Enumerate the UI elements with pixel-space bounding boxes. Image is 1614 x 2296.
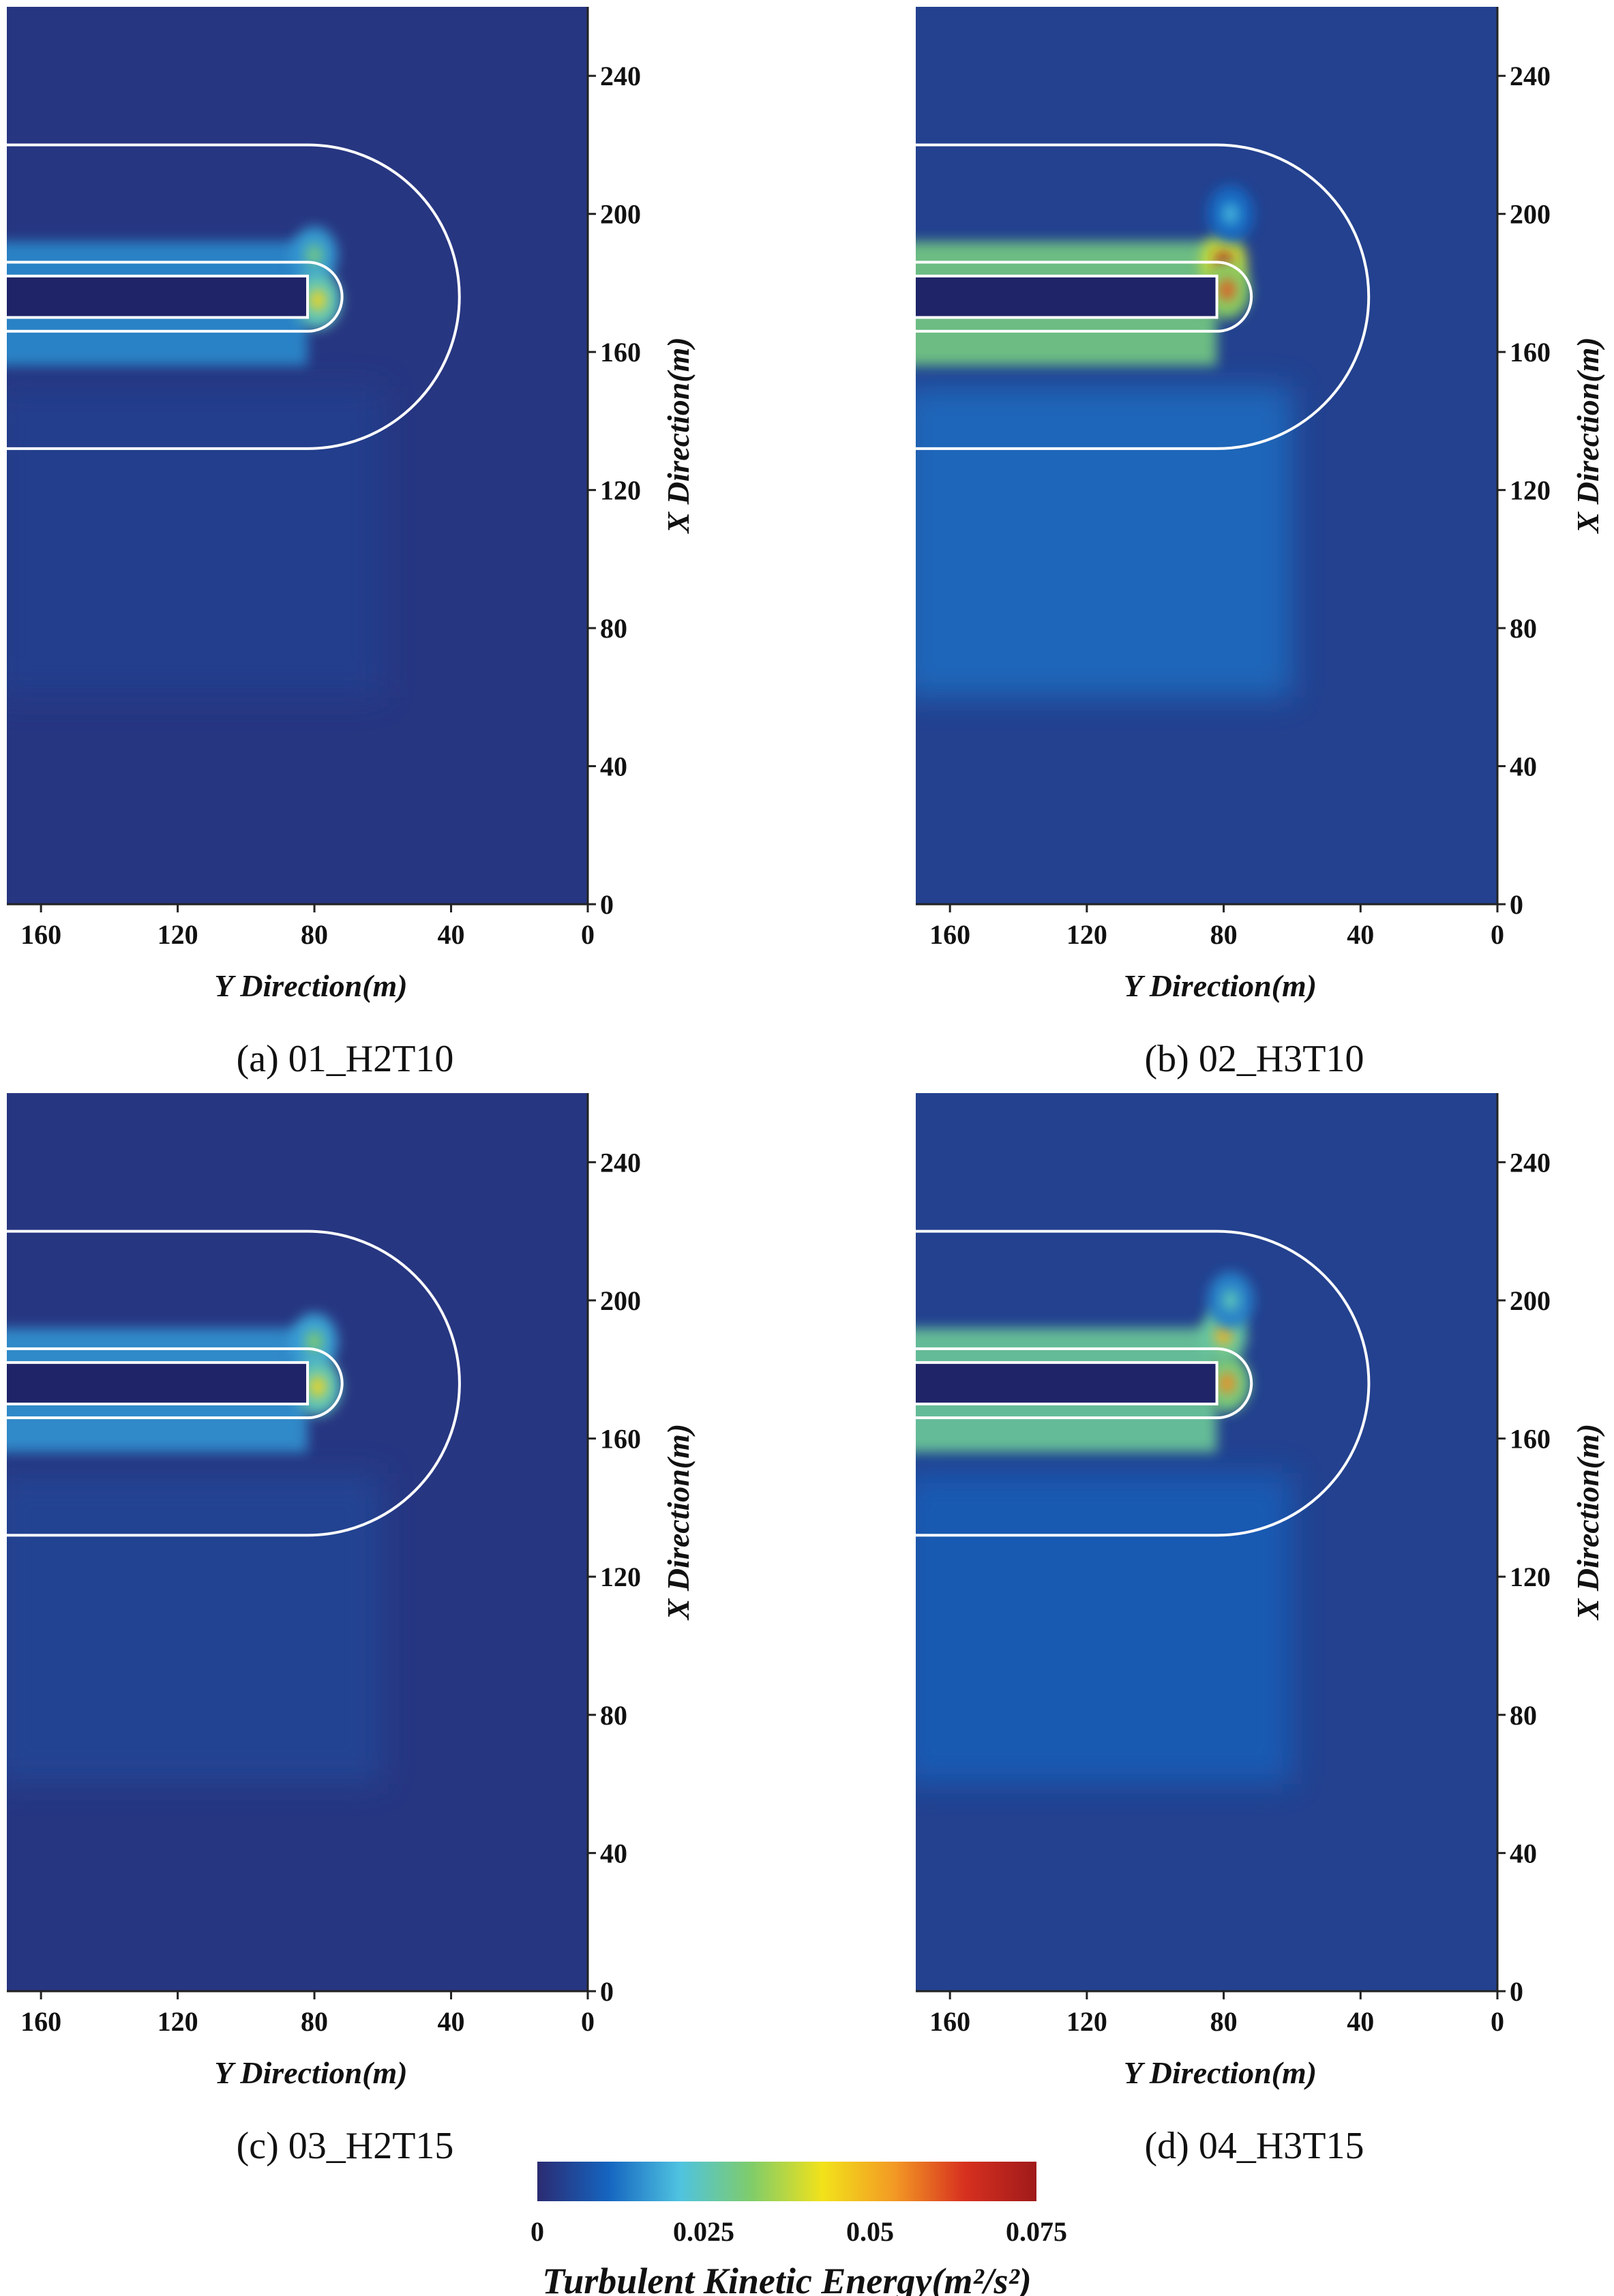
tke-lower-band	[7, 386, 383, 698]
x-tick-label: 80	[301, 919, 328, 950]
y-axis-title: X Direction(m)	[1570, 1424, 1605, 1621]
y-tick-label: 240	[600, 1147, 641, 1178]
colorbar-title: Turbulent Kinetic Energy(m²/s²)	[542, 2261, 1031, 2296]
y-tick-label: 40	[1510, 1838, 1537, 1868]
y-tick-label: 40	[1510, 751, 1537, 782]
y-tick-label: 240	[1510, 61, 1551, 91]
y-tick-label: 0	[1510, 889, 1523, 920]
x-tick-label: 160	[929, 919, 970, 950]
colorbar-tick-label: 0.05	[846, 2216, 894, 2247]
tke-field	[7, 1093, 588, 1991]
tke-hotspot	[306, 1330, 323, 1353]
colorbar-gradient	[537, 2162, 1036, 2201]
y-tick-label: 200	[600, 199, 641, 230]
y-axis-title: X Direction(m)	[661, 1424, 696, 1621]
colorbar: 0 0.025 0.05 0.075 Turbulent Kinetic Energy…	[530, 2162, 1067, 2296]
y-tick-label: 240	[600, 61, 641, 91]
inner-boundary-outline	[916, 1347, 1253, 1420]
outer-boundary-outline	[916, 143, 1370, 450]
tke-lower-band	[916, 386, 1292, 698]
y-tick-label: 160	[1510, 337, 1551, 368]
tke-lower-band	[7, 1473, 383, 1785]
x-tick-label: 40	[1347, 2006, 1374, 2037]
y-tick-label: 40	[600, 1838, 627, 1868]
x-tick-label: 40	[1347, 919, 1374, 950]
x-axis-title: Y Direction(m)	[1124, 968, 1317, 1003]
colorbar-tick-label: 0.075	[1006, 2216, 1067, 2247]
breakwater-structure	[916, 1361, 1219, 1405]
x-axis-title: Y Direction(m)	[1124, 2055, 1317, 2090]
x-tick-label: 80	[1210, 919, 1238, 950]
x-tick-label: 160	[20, 919, 61, 950]
colorbar-tick-label: 0	[530, 2216, 544, 2247]
panel-caption: (c) 03_H2T15	[237, 2125, 454, 2167]
y-tick-label: 120	[600, 475, 641, 506]
x-tick-label: 160	[20, 2006, 61, 2037]
y-tick-label: 240	[1510, 1147, 1551, 1178]
y-tick-label: 120	[1510, 475, 1551, 506]
y-tick-label: 80	[1510, 613, 1537, 644]
inner-boundary-outline	[7, 260, 344, 333]
y-tick-label: 200	[600, 1285, 641, 1316]
tke-hotspot	[1219, 1372, 1236, 1395]
x-tick-label: 120	[1066, 919, 1107, 950]
tke-hotspot	[1219, 279, 1236, 301]
tke-hotspot	[306, 244, 323, 267]
x-axis-title: Y Direction(m)	[214, 2055, 407, 2090]
heatmap-panel-1: 160 120 80 40 00 40 80 120 160 200 240 Y Direction(…	[7, 7, 696, 1080]
y-tick-label: 160	[1510, 1424, 1551, 1455]
x-tick-label: 80	[1210, 2006, 1238, 2037]
tke-lower-band	[916, 1473, 1292, 1785]
y-tick-label: 160	[600, 1424, 641, 1455]
tke-field	[7, 7, 588, 904]
x-tick-label: 120	[158, 919, 198, 950]
tke-field	[916, 1093, 1497, 1991]
inner-boundary-outline	[7, 1347, 344, 1420]
heatmap-panel-4: 160 120 80 40 00 40 80 120 160 200 240 Y Direction(…	[916, 1093, 1605, 2167]
x-tick-label: 0	[581, 919, 595, 950]
y-tick-label: 80	[600, 1700, 627, 1731]
y-tick-label: 0	[600, 1976, 614, 2007]
y-tick-label: 80	[1510, 1700, 1537, 1731]
y-tick-label: 200	[1510, 1285, 1551, 1316]
x-tick-label: 40	[438, 919, 465, 950]
tke-hotspot	[1222, 203, 1239, 225]
panel-caption: (a) 01_H2T10	[237, 1038, 454, 1080]
heatmap-panel-3: 160 120 80 40 00 40 80 120 160 200 240 Y Direction(…	[7, 1093, 696, 2167]
y-tick-label: 0	[1510, 1976, 1523, 2007]
y-axis-title: X Direction(m)	[1570, 337, 1605, 534]
breakwater-structure	[7, 1361, 310, 1405]
x-tick-label: 120	[1066, 2006, 1107, 2037]
panel-caption: (d) 04_H3T15	[1145, 2125, 1364, 2167]
heatmap-panel-2: 160 120 80 40 00 40 80 120 160 200 240 Y Direction(…	[916, 7, 1605, 1080]
colorbar-tick-label: 0.025	[673, 2216, 734, 2247]
x-tick-label: 0	[1491, 919, 1504, 950]
panel-caption: (b) 02_H3T10	[1145, 1038, 1364, 1080]
x-axis-title: Y Direction(m)	[214, 968, 407, 1003]
x-tick-label: 120	[158, 2006, 198, 2037]
x-tick-label: 160	[929, 2006, 970, 2037]
y-tick-label: 160	[600, 337, 641, 368]
y-tick-label: 40	[600, 751, 627, 782]
x-tick-label: 80	[301, 2006, 328, 2037]
y-tick-label: 120	[1510, 1562, 1551, 1592]
y-tick-label: 0	[600, 889, 614, 920]
x-tick-label: 0	[1491, 2006, 1504, 2037]
y-tick-label: 200	[1510, 199, 1551, 230]
outer-boundary-outline	[7, 143, 461, 450]
tke-hotspot	[310, 1375, 327, 1398]
breakwater-structure	[7, 274, 310, 319]
tke-field	[916, 7, 1497, 904]
tke-hotspot	[1222, 1289, 1239, 1311]
tke-hotspot	[1215, 1324, 1232, 1346]
y-axis-title: X Direction(m)	[661, 337, 696, 534]
inner-boundary-outline	[916, 260, 1253, 333]
x-tick-label: 0	[581, 2006, 595, 2037]
tke-hotspot	[310, 289, 327, 312]
y-tick-label: 80	[600, 613, 627, 644]
y-tick-label: 120	[600, 1562, 641, 1592]
breakwater-structure	[916, 274, 1219, 319]
x-tick-label: 40	[438, 2006, 465, 2037]
